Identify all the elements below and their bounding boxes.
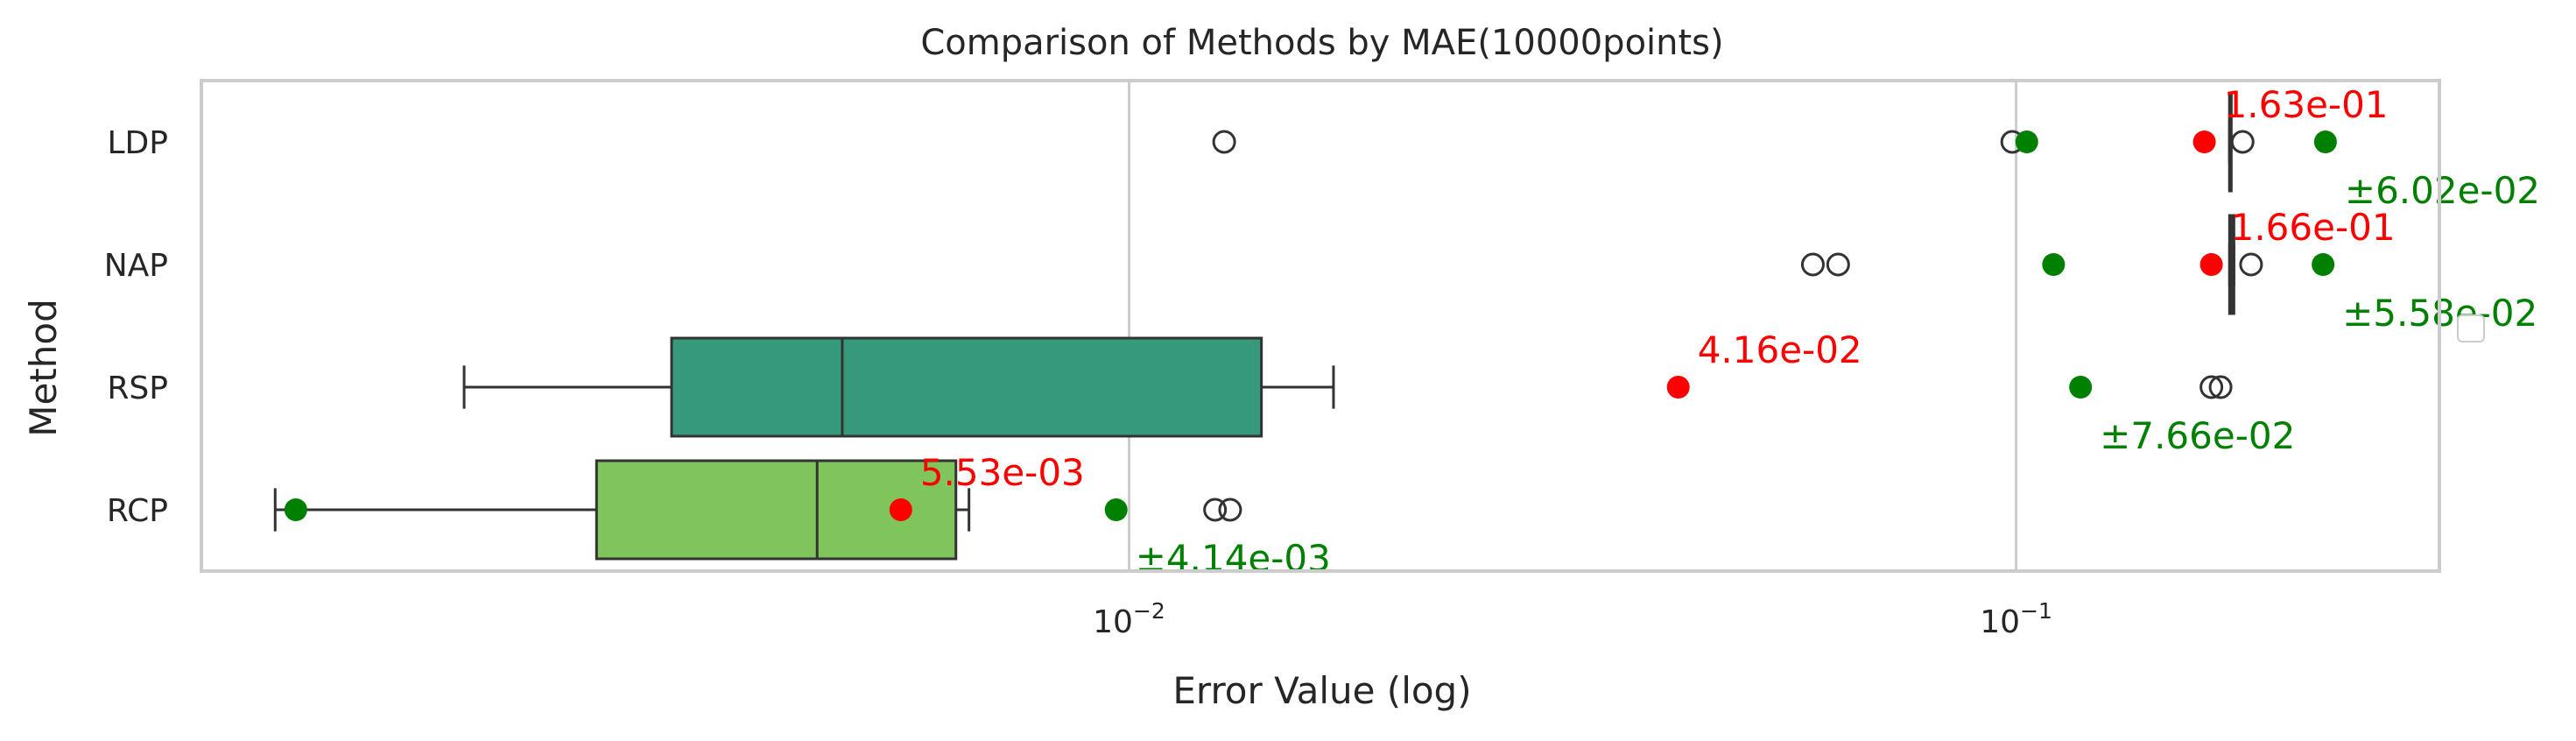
mean-label-rsp: 4.16e-02 [1698, 328, 1862, 371]
grid [1127, 81, 2018, 571]
x-tick-label: 10−1 [1980, 598, 2052, 640]
y-tick-label-ldp: LDP [108, 125, 169, 161]
outlier-point-rcp [1218, 498, 1242, 522]
y-tick-label-nap: NAP [104, 248, 168, 284]
std-label-ldp: ±6.02e-02 [2345, 169, 2540, 212]
x-tick-label: 10−2 [1093, 598, 1165, 640]
y-axis-label: Method [22, 299, 65, 437]
y-tick-label-rcp: RCP [107, 493, 168, 529]
outlier-point-nap [1800, 252, 1825, 277]
outlier-point-ldp [1212, 130, 1236, 154]
std-high-point-ldp [2313, 131, 2337, 153]
std-label-rsp: ±7.66e-02 [2100, 414, 2295, 457]
outlier-point-rsp [2199, 375, 2224, 399]
std-high-point-rcp [1104, 498, 1128, 521]
mean-label-ldp: 1.63e-01 [2224, 83, 2389, 126]
x-axis-label: Error Value (log) [1172, 669, 1471, 712]
plot-frame [200, 79, 2441, 573]
annotations: 1.63e-01±6.02e-021.66e-01±5.58e-024.16e-… [920, 83, 2540, 580]
chart-title: Comparison of Methods by MAE(10000points… [920, 23, 1723, 63]
mean-point-ldp [2192, 131, 2216, 153]
std-high-point-rsp [2069, 376, 2093, 399]
points [284, 130, 2337, 522]
outlier-point-rcp [1203, 498, 1228, 522]
outlier-point-nap [1826, 252, 1850, 277]
std-high-point-nap [2312, 253, 2335, 276]
y-tick-label-rsp: RSP [107, 370, 168, 406]
std-low-point-nap [2042, 253, 2066, 276]
outlier-point-ldp [2230, 130, 2255, 154]
std-label-rcp: ±4.14e-03 [1136, 537, 1331, 580]
legend-box [2457, 314, 2485, 342]
std-low-point-ldp [2015, 131, 2038, 153]
mean-label-nap: 1.66e-01 [2231, 206, 2396, 249]
std-low-point-rcp [284, 498, 307, 521]
outlier-point-rsp [2208, 375, 2233, 399]
mean-point-nap [2199, 253, 2223, 276]
mean-point-rsp [1666, 376, 1690, 399]
outlier-point-nap [2239, 252, 2263, 277]
box-rsp [670, 336, 1263, 438]
axis-ticks: 10−2 10−1 LDP NAP RSP RCP [104, 125, 2052, 640]
mean-label-rcp: 5.53e-03 [920, 451, 1085, 494]
mean-point-rcp [889, 498, 912, 521]
